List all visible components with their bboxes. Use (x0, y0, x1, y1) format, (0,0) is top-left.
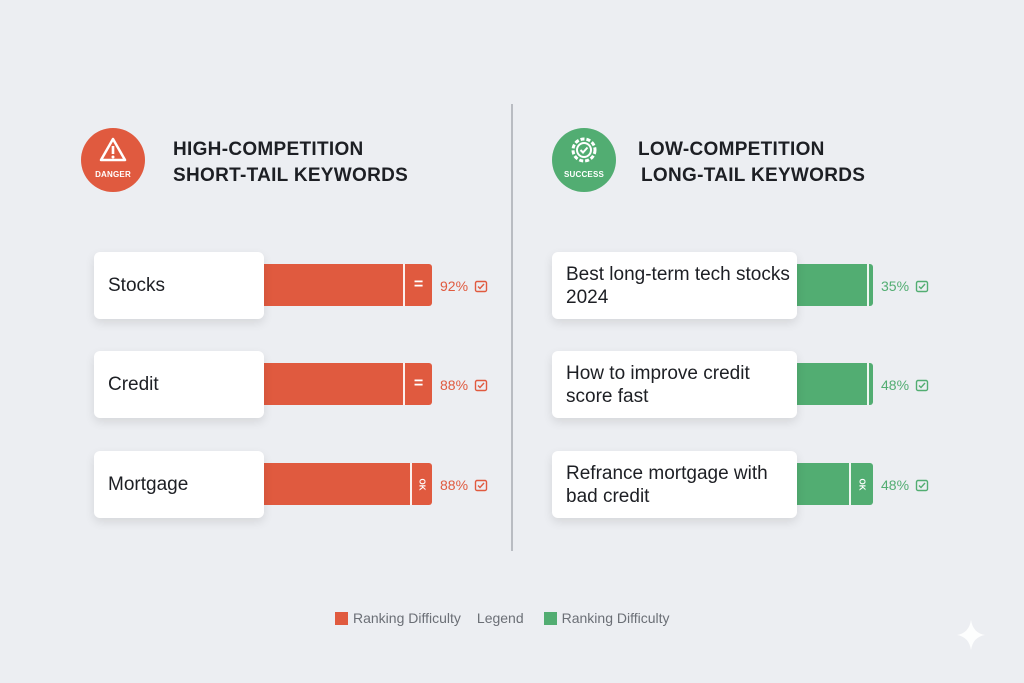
percent-label: 48% (881, 375, 929, 395)
legend-title: Legend (476, 610, 524, 626)
segment-mark: OK (417, 478, 427, 490)
bar-end-segment: OK (410, 463, 432, 505)
title-line: SHORT-TAIL KEYWORDS (173, 165, 409, 186)
check-gear-icon (571, 137, 597, 163)
percent-value: 48% (881, 477, 910, 493)
bar-end-segment: = (403, 363, 432, 405)
warning-triangle-icon (99, 137, 127, 162)
legend-label-low: Ranking Difficulty (561, 610, 670, 626)
check-clipboard-icon (915, 379, 929, 392)
keyword-card: Credit (94, 351, 264, 418)
keyword-card: Best long-term tech stocks 2024 (552, 252, 797, 319)
percent-label: 88% (440, 375, 488, 395)
check-clipboard-icon (474, 479, 488, 492)
difficulty-bar: = (262, 264, 432, 306)
legend: Ranking Difficulty Legend Ranking Diffic… (335, 610, 670, 626)
percent-label: 92% (440, 276, 488, 296)
legend-swatch-high (335, 611, 348, 625)
percent-label: 88% (440, 475, 488, 495)
percent-label: 48% (881, 475, 929, 495)
bar-end-segment: = (403, 264, 432, 306)
title-line: LONG-TAIL KEYWORDS (641, 165, 866, 186)
keyword-card: How to improve credit score fast (552, 351, 797, 418)
keyword-card: Refrance mortgage with bad credit (552, 451, 797, 518)
percent-label: 35% (881, 276, 929, 296)
center-divider (511, 104, 513, 551)
left-title: HIGH-COMPETITION SHORT-TAIL KEYWORDS (173, 137, 408, 189)
keyword-card: Stocks (94, 252, 264, 319)
percent-value: 35% (881, 278, 910, 294)
check-clipboard-icon (474, 379, 488, 392)
difficulty-bar: OK (795, 463, 873, 505)
title-line: LOW-COMPETITION (638, 139, 825, 160)
legend-swatch-low (543, 611, 557, 625)
success-badge: SUCCESS (552, 128, 616, 192)
badge-label: SUCCESS (563, 170, 605, 179)
difficulty-bar (795, 363, 873, 405)
title-line: HIGH-COMPETITION (173, 139, 364, 160)
difficulty-bar: OK (262, 463, 432, 505)
percent-value: 48% (881, 377, 910, 393)
check-clipboard-icon (915, 280, 929, 293)
badge-label: DANGER (95, 170, 131, 179)
sparkle-icon (957, 620, 985, 650)
segment-mark: OK (857, 478, 867, 490)
percent-value: 92% (440, 278, 469, 294)
danger-badge: DANGER (81, 128, 145, 192)
keyword-card: Mortgage (94, 451, 264, 518)
bar-end-segment (867, 264, 873, 306)
percent-value: 88% (440, 477, 469, 493)
check-clipboard-icon (474, 280, 488, 293)
check-clipboard-icon (915, 479, 929, 492)
percent-value: 88% (440, 377, 469, 393)
legend-label-high: Ranking Difficulty (353, 610, 461, 626)
right-title: LOW-COMPETITION LONG-TAIL KEYWORDS (638, 137, 865, 189)
difficulty-bar: = (262, 363, 432, 405)
segment-mark: = (413, 375, 424, 392)
segment-mark: = (413, 276, 424, 293)
bar-end-segment: OK (849, 463, 873, 505)
difficulty-bar (795, 264, 873, 306)
bar-end-segment (867, 363, 873, 405)
